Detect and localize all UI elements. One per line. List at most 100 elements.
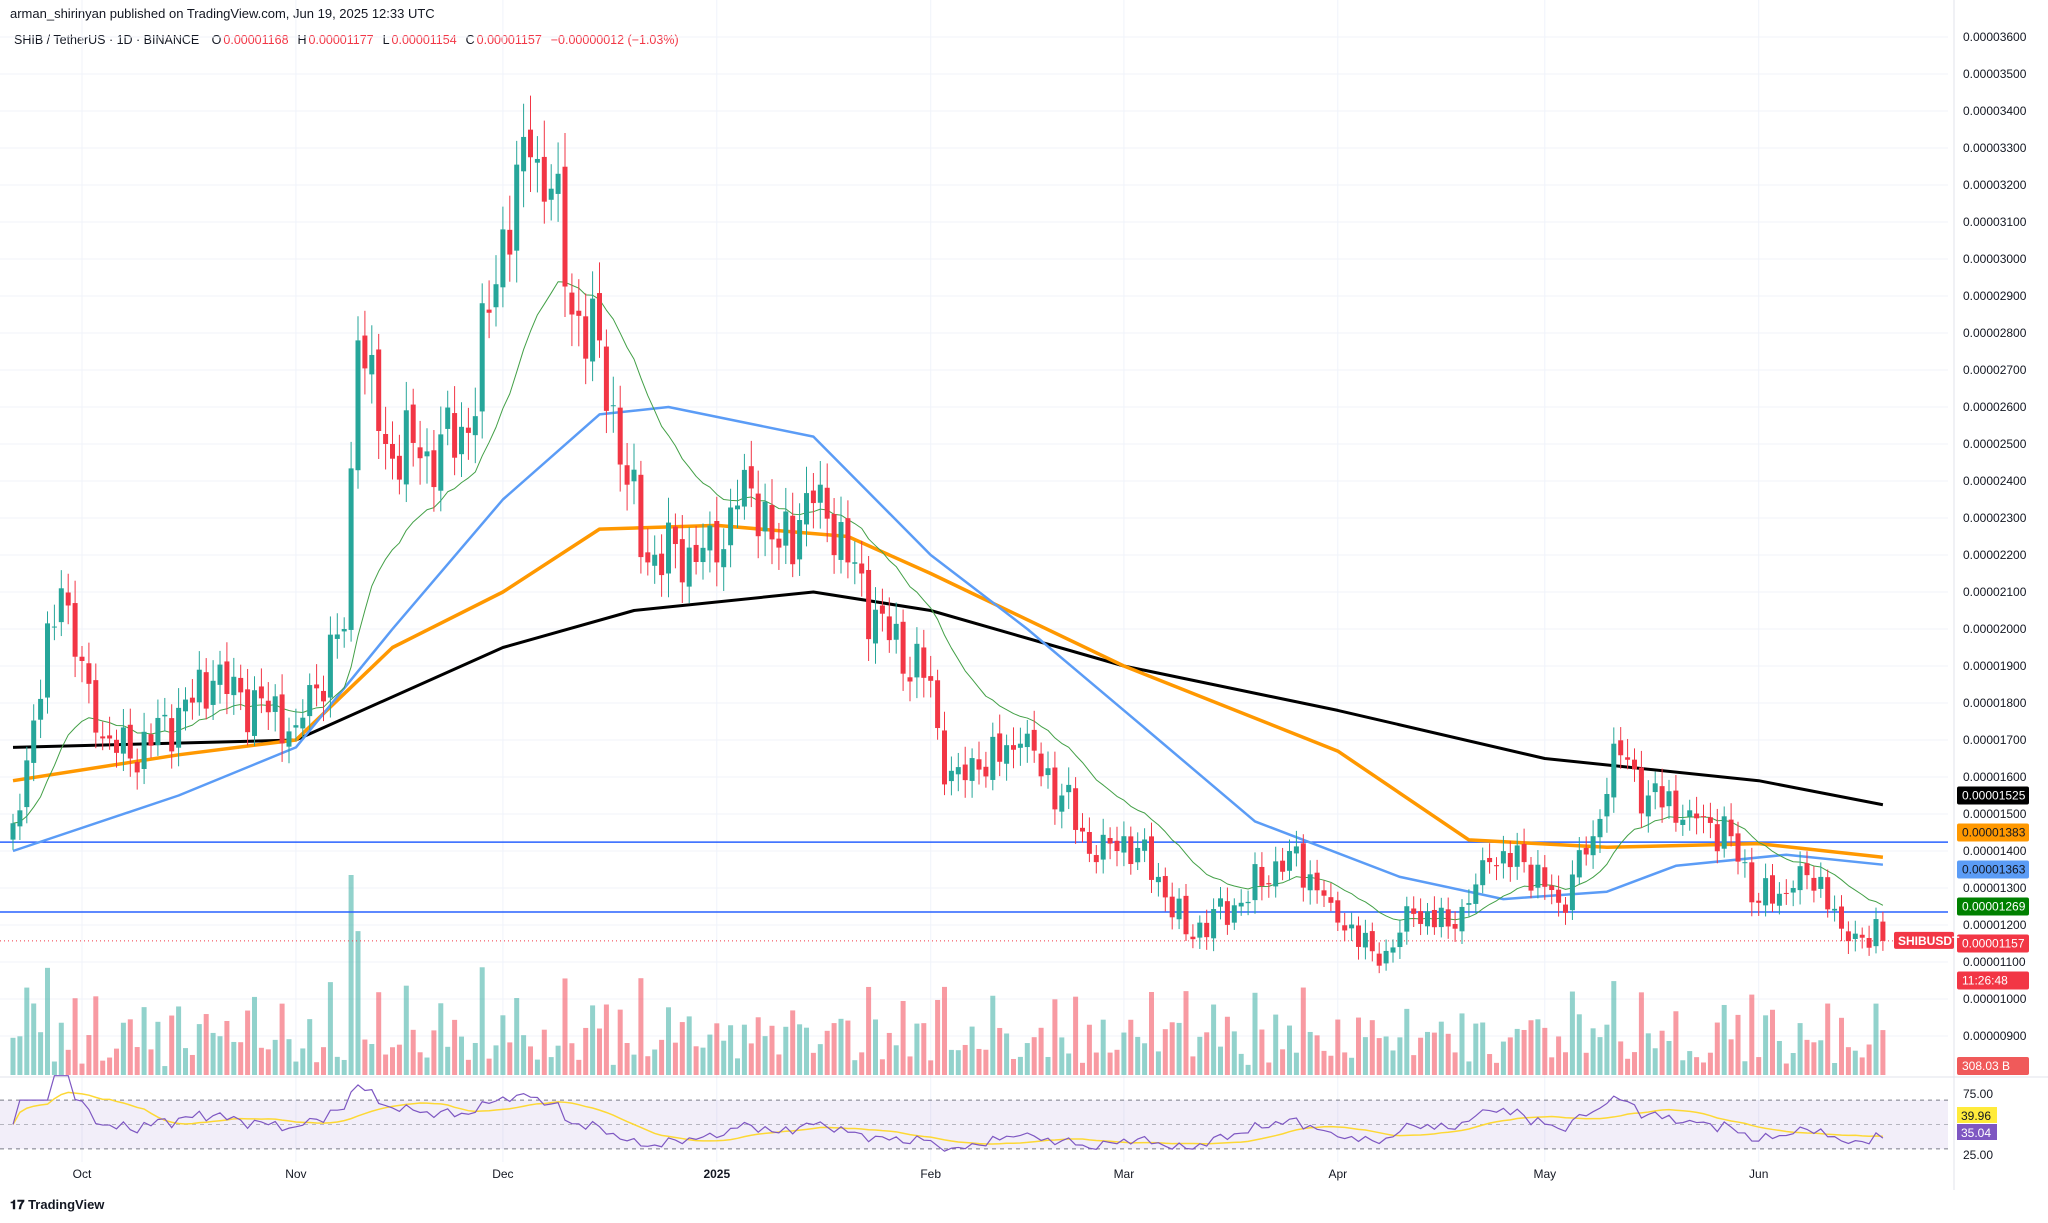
candle-body (541, 156, 547, 202)
tradingview-logo[interactable]: 𝟏𝟕 TradingView (10, 1197, 104, 1213)
candle-body (72, 603, 78, 657)
volume-bar (245, 1010, 251, 1075)
candle-body (1707, 817, 1713, 823)
volume-bar (1535, 1019, 1541, 1075)
volume-bar (189, 1054, 195, 1075)
volume-bar (1480, 1022, 1486, 1075)
candle-body (1376, 953, 1382, 966)
volume-bar (1549, 1057, 1555, 1075)
volume-bar (1521, 1029, 1527, 1075)
volume-bar (1314, 1035, 1320, 1075)
volume-bar (1597, 1037, 1603, 1075)
volume-bar (1362, 1037, 1368, 1075)
high-label: H (297, 33, 307, 47)
candle-body (893, 623, 899, 640)
volume-bar (1328, 1055, 1334, 1075)
price-tick: 0.00003600 (1963, 30, 2027, 44)
candle-body (1142, 839, 1148, 851)
volume-bar (1873, 1003, 1879, 1075)
volume-bar (452, 1019, 458, 1075)
volume-bar (1093, 1052, 1099, 1075)
volume-bar (790, 1010, 796, 1075)
candle-body (548, 188, 554, 200)
volume-bar (755, 1017, 761, 1075)
volume-bar (1625, 1058, 1631, 1075)
candle-body (590, 298, 596, 362)
candle-body (907, 677, 913, 682)
candle-body (1839, 906, 1844, 929)
candle-body (65, 592, 71, 606)
volume-bar (100, 1060, 106, 1075)
candles (10, 95, 1886, 974)
candle-body (610, 405, 616, 407)
candle-body (1576, 850, 1582, 878)
candle-body (1169, 896, 1175, 918)
volume-bar (1832, 1063, 1838, 1075)
candle-body (1763, 878, 1769, 906)
volume-bar (624, 1043, 630, 1075)
volume-bar (1728, 1039, 1734, 1075)
volume-bar (272, 1039, 278, 1075)
volume-bar (1349, 1057, 1355, 1075)
volume-bar (555, 1045, 561, 1075)
volume-bar (838, 1018, 844, 1075)
candle-body (1569, 874, 1575, 911)
candle-body (1487, 857, 1493, 863)
candle-body (534, 158, 540, 163)
volume-bar (631, 1054, 637, 1075)
candle-body (120, 727, 126, 754)
volume-bar (610, 1064, 616, 1075)
candle-body (1314, 872, 1320, 891)
candle-body (845, 518, 851, 563)
candle-body (866, 569, 872, 640)
candle-body (762, 501, 768, 532)
candle-body (1307, 874, 1313, 891)
volume-bar (86, 1035, 92, 1075)
rsi-ma-tag: 39.96 (1961, 1109, 1991, 1123)
low-label: L (382, 33, 390, 47)
volume-bar (1204, 1032, 1210, 1075)
volume-bar (831, 1023, 837, 1075)
time-tick: Oct (73, 1167, 92, 1181)
candle-body (265, 700, 271, 713)
volume-bar (1473, 1023, 1479, 1075)
volume-bar (810, 1052, 816, 1075)
volume-bar (1073, 996, 1079, 1075)
volume-bar (348, 875, 354, 1075)
volume-bar (1563, 1052, 1568, 1075)
candle-body (976, 759, 982, 770)
volume-bar (148, 1049, 154, 1075)
price-tick: 0.00002900 (1963, 289, 2027, 303)
candle-body (403, 410, 409, 485)
volume-bar (445, 1046, 451, 1075)
volume-bar (1556, 1036, 1562, 1075)
ma100-price-tag-bg (1957, 823, 2029, 842)
volume-bar (762, 1036, 768, 1075)
price-tick: 0.00002100 (1963, 585, 2027, 599)
volume-bar (1459, 1013, 1465, 1075)
volume-bar (134, 1047, 140, 1075)
candle-body (1694, 813, 1700, 819)
volume-bar (1604, 1024, 1610, 1075)
price-tick: 0.00002000 (1963, 622, 2027, 636)
volume-bar (797, 1024, 803, 1075)
candle-body (134, 762, 140, 773)
candle-body (514, 164, 520, 251)
candle-body (1100, 834, 1106, 860)
candle-body (1666, 791, 1672, 807)
volume-bar (1576, 1014, 1582, 1075)
volume-bar (1017, 1056, 1023, 1075)
volume-bar (534, 1059, 540, 1075)
candle-body (1224, 901, 1230, 925)
ma100-line (12, 523, 1884, 860)
candle-body (390, 443, 395, 459)
volume-bar (997, 1027, 1003, 1075)
candle-body (1266, 883, 1272, 885)
volume-bar (707, 1034, 713, 1075)
candle-body (900, 621, 906, 674)
volume-bar (362, 1039, 368, 1075)
volume-bar (893, 1045, 899, 1075)
volume-bar (141, 1007, 147, 1075)
candle-body (1811, 877, 1817, 891)
